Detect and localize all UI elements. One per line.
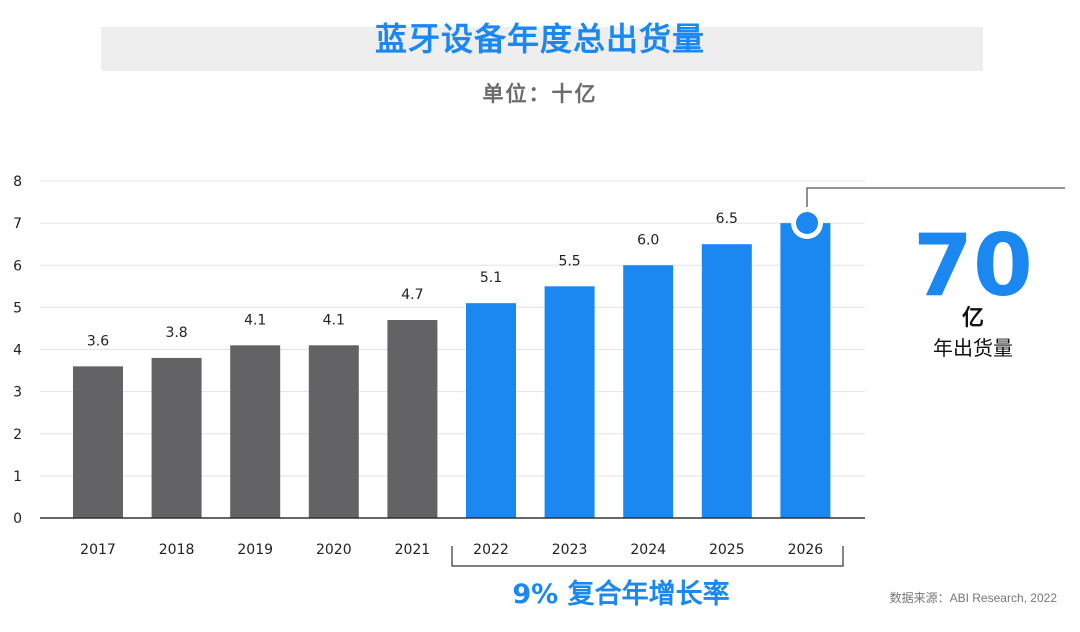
y-tick-label: 7 [13,216,22,232]
y-tick-label: 6 [13,258,22,274]
x-tick-label-2023: 2023 [552,542,588,558]
bar-2026 [780,223,831,518]
callout-connector [806,187,1065,211]
cagr-bracket [451,546,844,567]
x-tick-label-2017: 2017 [80,542,116,558]
value-label-2020: 4.1 [323,312,345,328]
bar-2025 [701,244,752,518]
callout-unit: 亿 [962,306,984,331]
bar-2020 [308,345,359,518]
x-tick-label-2025: 2025 [709,542,745,558]
value-label-2017: 3.6 [87,333,109,349]
y-tick-label: 5 [13,300,22,316]
chart-unit: 单位：十亿 [482,82,598,106]
x-tick-label-2024: 2024 [630,542,666,558]
x-tick-label-2019: 2019 [237,542,273,558]
x-tick-label-2022: 2022 [473,542,509,558]
bar-2017 [73,366,123,518]
value-label-2024: 6.0 [637,232,659,248]
value-labels: 3.6 3.8 4.1 4.1 4.7 5.1 5.5 6.0 6.5 [87,211,738,349]
bar-2023 [544,286,595,518]
source-note: 数据来源：ABI Research, 2022 [890,590,1058,605]
value-label-2021: 4.7 [401,287,423,303]
value-label-2025: 6.5 [716,211,738,227]
value-label-2018: 3.8 [165,325,187,341]
x-tick-label-2021: 2021 [395,542,431,558]
x-axis-ticks: 2017 2018 2019 2020 2021 2022 2023 2024 2025 2026 [80,542,823,558]
y-tick-label: 1 [13,469,22,485]
bars [73,223,831,518]
x-tick-label-2020: 2020 [316,542,352,558]
bar-2022 [466,303,516,518]
callout-marker [796,212,818,234]
callout-number: 70 [913,216,1033,316]
bar-2024 [623,265,674,518]
x-tick-label-2018: 2018 [159,542,195,558]
chart-title: 蓝牙设备年度总出货量 [374,20,705,58]
bar-2019 [230,345,281,518]
y-tick-label: 3 [13,385,22,401]
y-tick-label: 4 [13,343,22,359]
x-tick-label-2026: 2026 [788,542,824,558]
y-tick-label: 2 [13,427,22,443]
callout-caption: 年出货量 [933,336,1013,360]
title-band [101,27,983,71]
bar-2018 [151,357,202,518]
y-tick-label: 0 [13,511,22,527]
y-axis-ticks: 0 1 2 3 4 5 6 7 8 [13,174,22,527]
cagr-label: 9% 复合年增长率 [512,578,729,610]
value-label-2022: 5.1 [480,270,502,286]
bar-2021 [387,320,438,518]
value-label-2019: 4.1 [244,312,266,328]
value-label-2023: 5.5 [558,253,580,269]
y-tick-label: 8 [13,174,22,190]
